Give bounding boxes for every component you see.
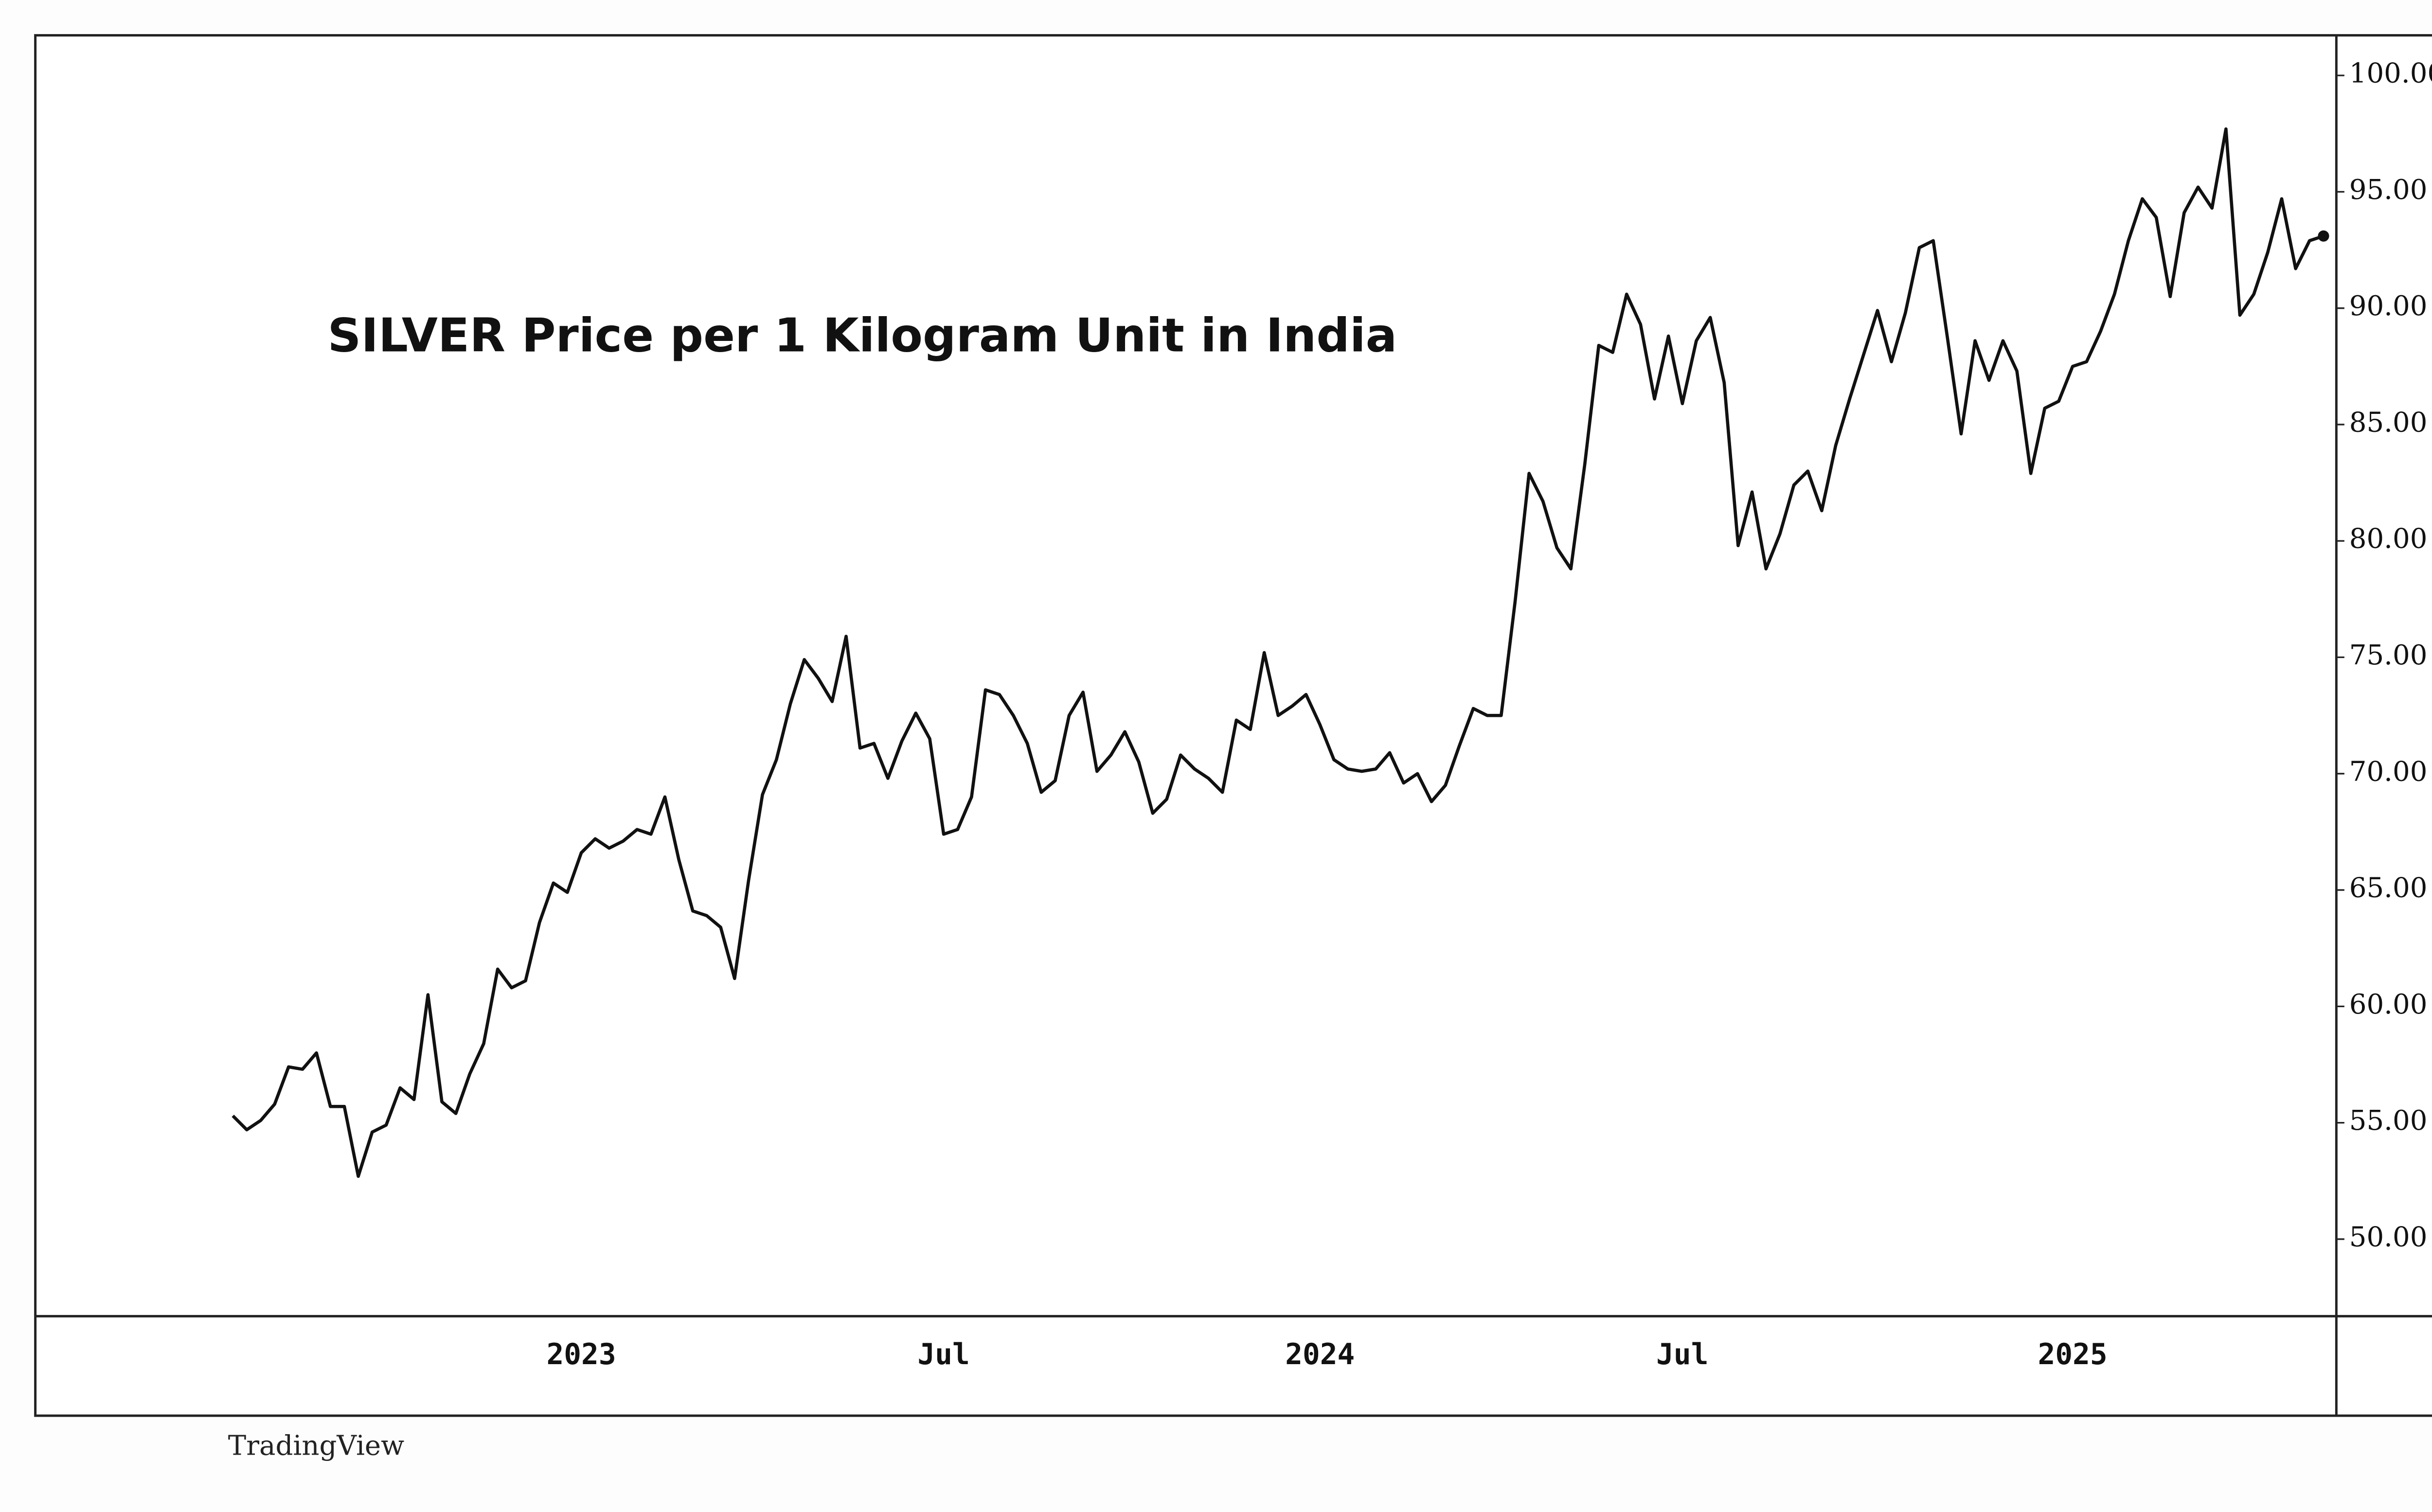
x-tick-label: 2025 xyxy=(2038,1338,2108,1371)
y-tick-label: 90.00 xyxy=(2349,290,2428,322)
price-line xyxy=(232,127,2325,1178)
watermark: TradingView xyxy=(228,1430,404,1461)
x-tick-label: Jul xyxy=(917,1338,969,1371)
y-tick-label: 70.00 xyxy=(2349,756,2428,787)
y-tick-label: 100.00 xyxy=(2349,58,2432,89)
frame xyxy=(34,34,2432,1417)
y-tick-label: 65.00 xyxy=(2349,872,2428,904)
y-tick-label: 80.00 xyxy=(2349,523,2428,555)
y-tick-label: 55.00 xyxy=(2349,1105,2428,1137)
x-tick-label: Jul xyxy=(1656,1338,1708,1371)
last-point xyxy=(2318,230,2329,242)
y-tick-label: 60.00 xyxy=(2349,989,2428,1020)
y-tick-label: 75.00 xyxy=(2349,640,2428,671)
chart-title: SILVER Price per 1 Kilogram Unit in Indi… xyxy=(327,308,1397,363)
y-tick-label: 50.00 xyxy=(2349,1221,2428,1253)
y-tick-label: 95.00 xyxy=(2349,174,2428,206)
x-tick-label: 2024 xyxy=(1285,1338,1355,1371)
x-tick-label: 2023 xyxy=(547,1338,616,1371)
y-tick-label: 85.00 xyxy=(2349,407,2428,438)
